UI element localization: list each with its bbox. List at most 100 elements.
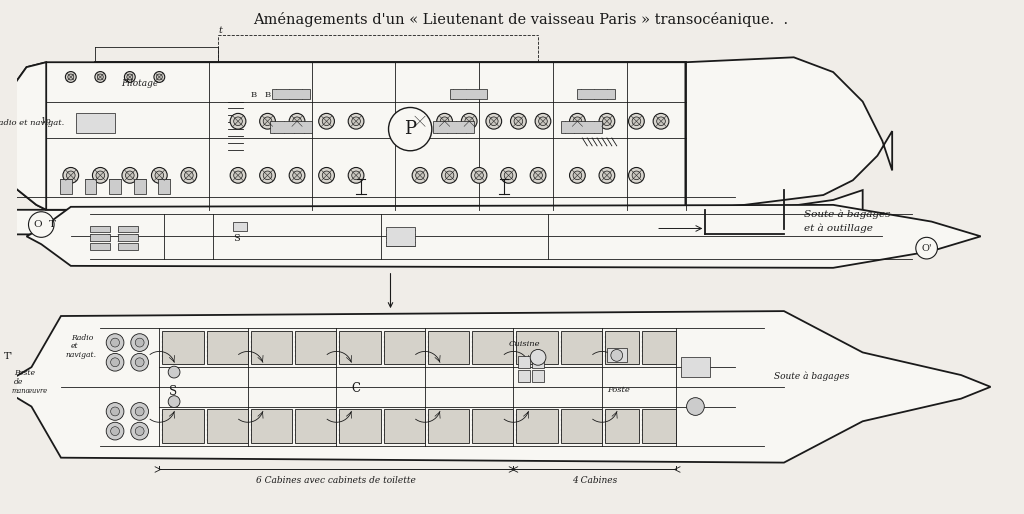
Circle shape: [126, 171, 134, 180]
Circle shape: [111, 338, 120, 347]
Bar: [207, 331, 248, 364]
Text: Pilotage: Pilotage: [121, 79, 159, 88]
Circle shape: [124, 71, 135, 82]
Bar: [162, 331, 204, 364]
Circle shape: [416, 171, 424, 180]
Circle shape: [440, 117, 449, 125]
Circle shape: [436, 114, 453, 129]
Circle shape: [168, 366, 180, 378]
Polygon shape: [2, 311, 990, 463]
Circle shape: [602, 117, 611, 125]
Circle shape: [260, 114, 275, 129]
Circle shape: [122, 168, 137, 183]
Text: O': O': [922, 244, 932, 253]
Bar: [518, 370, 530, 382]
Circle shape: [486, 114, 502, 129]
Circle shape: [131, 334, 148, 352]
Circle shape: [289, 114, 305, 129]
Bar: [386, 227, 415, 246]
Circle shape: [106, 334, 124, 352]
Circle shape: [351, 117, 360, 125]
Circle shape: [445, 171, 454, 180]
Bar: [90, 226, 111, 232]
Circle shape: [569, 168, 586, 183]
Circle shape: [157, 74, 162, 80]
Text: O: O: [33, 220, 42, 229]
Bar: [60, 179, 72, 194]
Circle shape: [152, 168, 167, 183]
Bar: [159, 179, 170, 194]
Text: P: P: [404, 120, 416, 138]
Circle shape: [656, 117, 666, 125]
Circle shape: [106, 402, 124, 420]
Bar: [561, 410, 602, 443]
Text: Cuisine: Cuisine: [509, 340, 541, 347]
Circle shape: [573, 171, 582, 180]
Bar: [516, 331, 558, 364]
Circle shape: [230, 114, 246, 129]
Circle shape: [573, 117, 582, 125]
Circle shape: [131, 354, 148, 371]
Circle shape: [441, 168, 458, 183]
Text: C: C: [351, 382, 360, 395]
Circle shape: [131, 423, 148, 440]
Circle shape: [260, 168, 275, 183]
Bar: [251, 331, 292, 364]
Circle shape: [323, 117, 331, 125]
Text: B: B: [264, 90, 270, 99]
Circle shape: [293, 171, 301, 180]
Bar: [605, 410, 639, 443]
Text: Poste: Poste: [13, 369, 35, 377]
Bar: [233, 222, 247, 231]
Circle shape: [501, 168, 516, 183]
Polygon shape: [0, 190, 862, 234]
Circle shape: [569, 114, 586, 129]
Bar: [90, 234, 111, 241]
Text: Soute à bagages: Soute à bagages: [804, 210, 890, 219]
Circle shape: [127, 74, 133, 80]
Circle shape: [471, 168, 486, 183]
Circle shape: [233, 117, 243, 125]
Circle shape: [599, 114, 614, 129]
Text: de: de: [13, 378, 24, 386]
Text: Aménagements d'un « Lieutenant de vaisseau Paris » transocéanique.  .: Aménagements d'un « Lieutenant de vaisse…: [253, 12, 787, 27]
Circle shape: [263, 117, 271, 125]
Bar: [270, 121, 311, 133]
Circle shape: [230, 168, 246, 183]
Bar: [384, 331, 425, 364]
Circle shape: [92, 168, 109, 183]
Polygon shape: [27, 205, 981, 268]
Circle shape: [293, 117, 301, 125]
Circle shape: [135, 427, 144, 435]
Circle shape: [462, 114, 477, 129]
Bar: [339, 331, 381, 364]
Circle shape: [514, 117, 522, 125]
Bar: [428, 331, 469, 364]
Circle shape: [95, 71, 105, 82]
Circle shape: [135, 358, 144, 366]
Bar: [681, 357, 711, 377]
Circle shape: [915, 237, 937, 259]
Bar: [450, 89, 486, 99]
Circle shape: [62, 168, 79, 183]
Bar: [561, 331, 602, 364]
Circle shape: [348, 168, 364, 183]
Text: t: t: [218, 26, 222, 35]
Bar: [516, 410, 558, 443]
Bar: [428, 410, 469, 443]
Text: Soute à bagages: Soute à bagages: [774, 372, 850, 381]
Text: 1p: 1p: [41, 117, 52, 125]
Bar: [578, 89, 614, 99]
Circle shape: [263, 171, 271, 180]
Bar: [110, 179, 121, 194]
Circle shape: [323, 171, 331, 180]
Bar: [532, 356, 544, 368]
Circle shape: [632, 171, 641, 180]
Circle shape: [534, 171, 543, 180]
Circle shape: [96, 171, 104, 180]
Polygon shape: [0, 62, 686, 210]
Bar: [472, 410, 513, 443]
Circle shape: [181, 168, 197, 183]
Circle shape: [233, 171, 243, 180]
Circle shape: [611, 350, 623, 361]
